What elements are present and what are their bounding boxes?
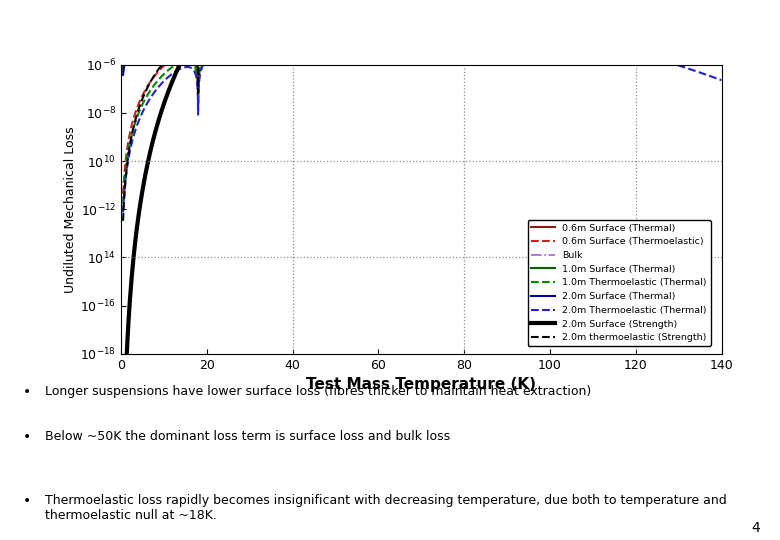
Line: 1.0m Surface (Thermal): 1.0m Surface (Thermal) [123,1,722,71]
1.0m Surface (Thermal) [717,0,726,4]
0.6m Surface (Thermoelastic) [222,29,232,36]
1.0m Surface (Thermal) [705,0,714,4]
2.0m Surface (Strength) [717,2,726,9]
Line: 2.0m thermoelastic (Strength): 2.0m thermoelastic (Strength) [123,0,722,221]
2.0m thermoelastic (Strength) [119,218,128,224]
2.0m Surface (Strength) [119,399,128,405]
Bulk [187,5,197,12]
Legend: 0.6m Surface (Thermal), 0.6m Surface (Thermoelastic), Bulk, 1.0m Surface (Therma: 0.6m Surface (Thermal), 0.6m Surface (Th… [527,220,711,346]
Text: •: • [23,385,31,399]
Line: 2.0m Thermoelastic (Thermal): 2.0m Thermoelastic (Thermal) [123,20,722,213]
Text: •: • [23,430,31,444]
Bulk [119,2,128,8]
1.0m Thermoelastic (Thermal) [119,200,128,207]
1.0m Thermoelastic (Thermal) [348,13,357,19]
0.6m Surface (Thermal) [222,0,232,2]
2.0m Thermoelastic (Thermal) [395,17,405,23]
Bulk [705,2,714,8]
2.0m thermoelastic (Strength) [186,43,196,50]
0.6m Surface (Thermal) [348,0,357,2]
Text: Below ~50K the dominant loss term is surface loss and bulk loss: Below ~50K the dominant loss term is sur… [44,430,450,443]
Line: Bulk: Bulk [123,5,722,9]
2.0m Surface (Thermal) [348,2,357,8]
0.6m Surface (Thermoelastic) [494,0,503,5]
Text: Case Study: Mechanical Loss: Case Study: Mechanical Loss [423,21,761,41]
Bulk [717,2,726,8]
2.0m thermoelastic (Strength) [374,0,383,2]
Line: 2.0m Surface (Thermal): 2.0m Surface (Thermal) [123,5,722,75]
Line: 2.0m Surface (Strength): 2.0m Surface (Strength) [123,5,722,402]
2.0m Surface (Strength) [211,2,220,9]
2.0m Surface (Strength) [374,2,383,9]
1.0m Thermoelastic (Thermal) [717,41,726,48]
2.0m Surface (Strength) [348,2,357,9]
Bulk [181,5,190,12]
2.0m Thermoelastic (Thermal) [705,73,714,79]
Line: 0.6m Surface (Thermal): 0.6m Surface (Thermal) [123,0,722,69]
0.6m Surface (Thermal) [119,65,128,72]
Line: 1.0m Thermoelastic (Thermal): 1.0m Thermoelastic (Thermal) [123,12,722,204]
2.0m Surface (Thermal) [640,2,650,8]
2.0m Surface (Thermal) [119,72,128,78]
Text: •: • [23,494,31,508]
Y-axis label: Undiluted Mechanical Loss: Undiluted Mechanical Loss [64,126,77,293]
1.0m Thermoelastic (Thermal) [374,11,383,17]
2.0m thermoelastic (Strength) [222,21,232,28]
2.0m Surface (Thermal) [705,2,714,8]
0.6m Surface (Thermal) [186,0,196,2]
0.6m Surface (Thermoelastic) [186,51,196,57]
0.6m Surface (Thermoelastic) [705,12,714,19]
2.0m Surface (Thermal) [186,2,196,9]
1.0m Surface (Thermal) [222,0,232,5]
0.6m Surface (Thermoelastic) [348,6,357,12]
2.0m Surface (Strength) [641,2,651,9]
2.0m Surface (Strength) [705,2,714,9]
Line: 0.6m Surface (Thermoelastic): 0.6m Surface (Thermoelastic) [123,2,722,194]
2.0m thermoelastic (Strength) [348,0,357,5]
0.6m Surface (Thermal) [640,0,650,2]
1.0m Thermoelastic (Thermal) [222,36,232,43]
0.6m Surface (Thermoelastic) [374,4,383,10]
0.6m Surface (Thermoelastic) [717,14,726,20]
0.6m Surface (Thermoelastic) [641,5,651,12]
0.6m Surface (Thermal) [374,0,383,2]
Bulk [387,2,396,8]
1.0m Thermoelastic (Thermal) [641,26,651,32]
1.0m Thermoelastic (Thermal) [186,59,196,65]
0.6m Surface (Thermal) [705,0,714,2]
2.0m Thermoelastic (Thermal) [348,18,357,25]
Text: Thermoelastic loss rapidly becomes insignificant with decreasing temperature, du: Thermoelastic loss rapidly becomes insig… [44,494,726,522]
2.0m Thermoelastic (Thermal) [222,41,232,48]
Bulk [222,2,232,9]
2.0m Surface (Thermal) [717,2,726,8]
Text: 4: 4 [752,521,760,535]
Text: Longer suspensions have lower surface loss (fibres thicker to maintain heat extr: Longer suspensions have lower surface lo… [44,385,591,398]
2.0m Thermoelastic (Thermal) [717,77,726,84]
Bulk [348,2,357,8]
0.6m Surface (Thermal) [717,0,726,2]
Bulk [374,2,383,8]
1.0m Surface (Thermal) [348,0,357,5]
1.0m Thermoelastic (Thermal) [438,9,448,16]
2.0m Thermoelastic (Thermal) [119,210,128,216]
2.0m Surface (Strength) [222,2,232,9]
1.0m Surface (Thermal) [119,68,128,75]
1.0m Surface (Thermal) [186,0,196,5]
1.0m Surface (Thermal) [374,0,383,5]
1.0m Thermoelastic (Thermal) [705,38,714,45]
2.0m Thermoelastic (Thermal) [641,52,651,59]
X-axis label: Test Mass Temperature (K): Test Mass Temperature (K) [307,377,536,392]
2.0m Thermoelastic (Thermal) [374,17,383,24]
0.6m Surface (Thermoelastic) [119,191,128,197]
2.0m Surface (Strength) [186,39,196,45]
2.0m Surface (Thermal) [374,2,383,8]
1.0m Surface (Thermal) [640,0,650,4]
Bulk [641,2,651,8]
2.0m Thermoelastic (Thermal) [186,65,196,71]
2.0m Surface (Thermal) [222,2,232,9]
